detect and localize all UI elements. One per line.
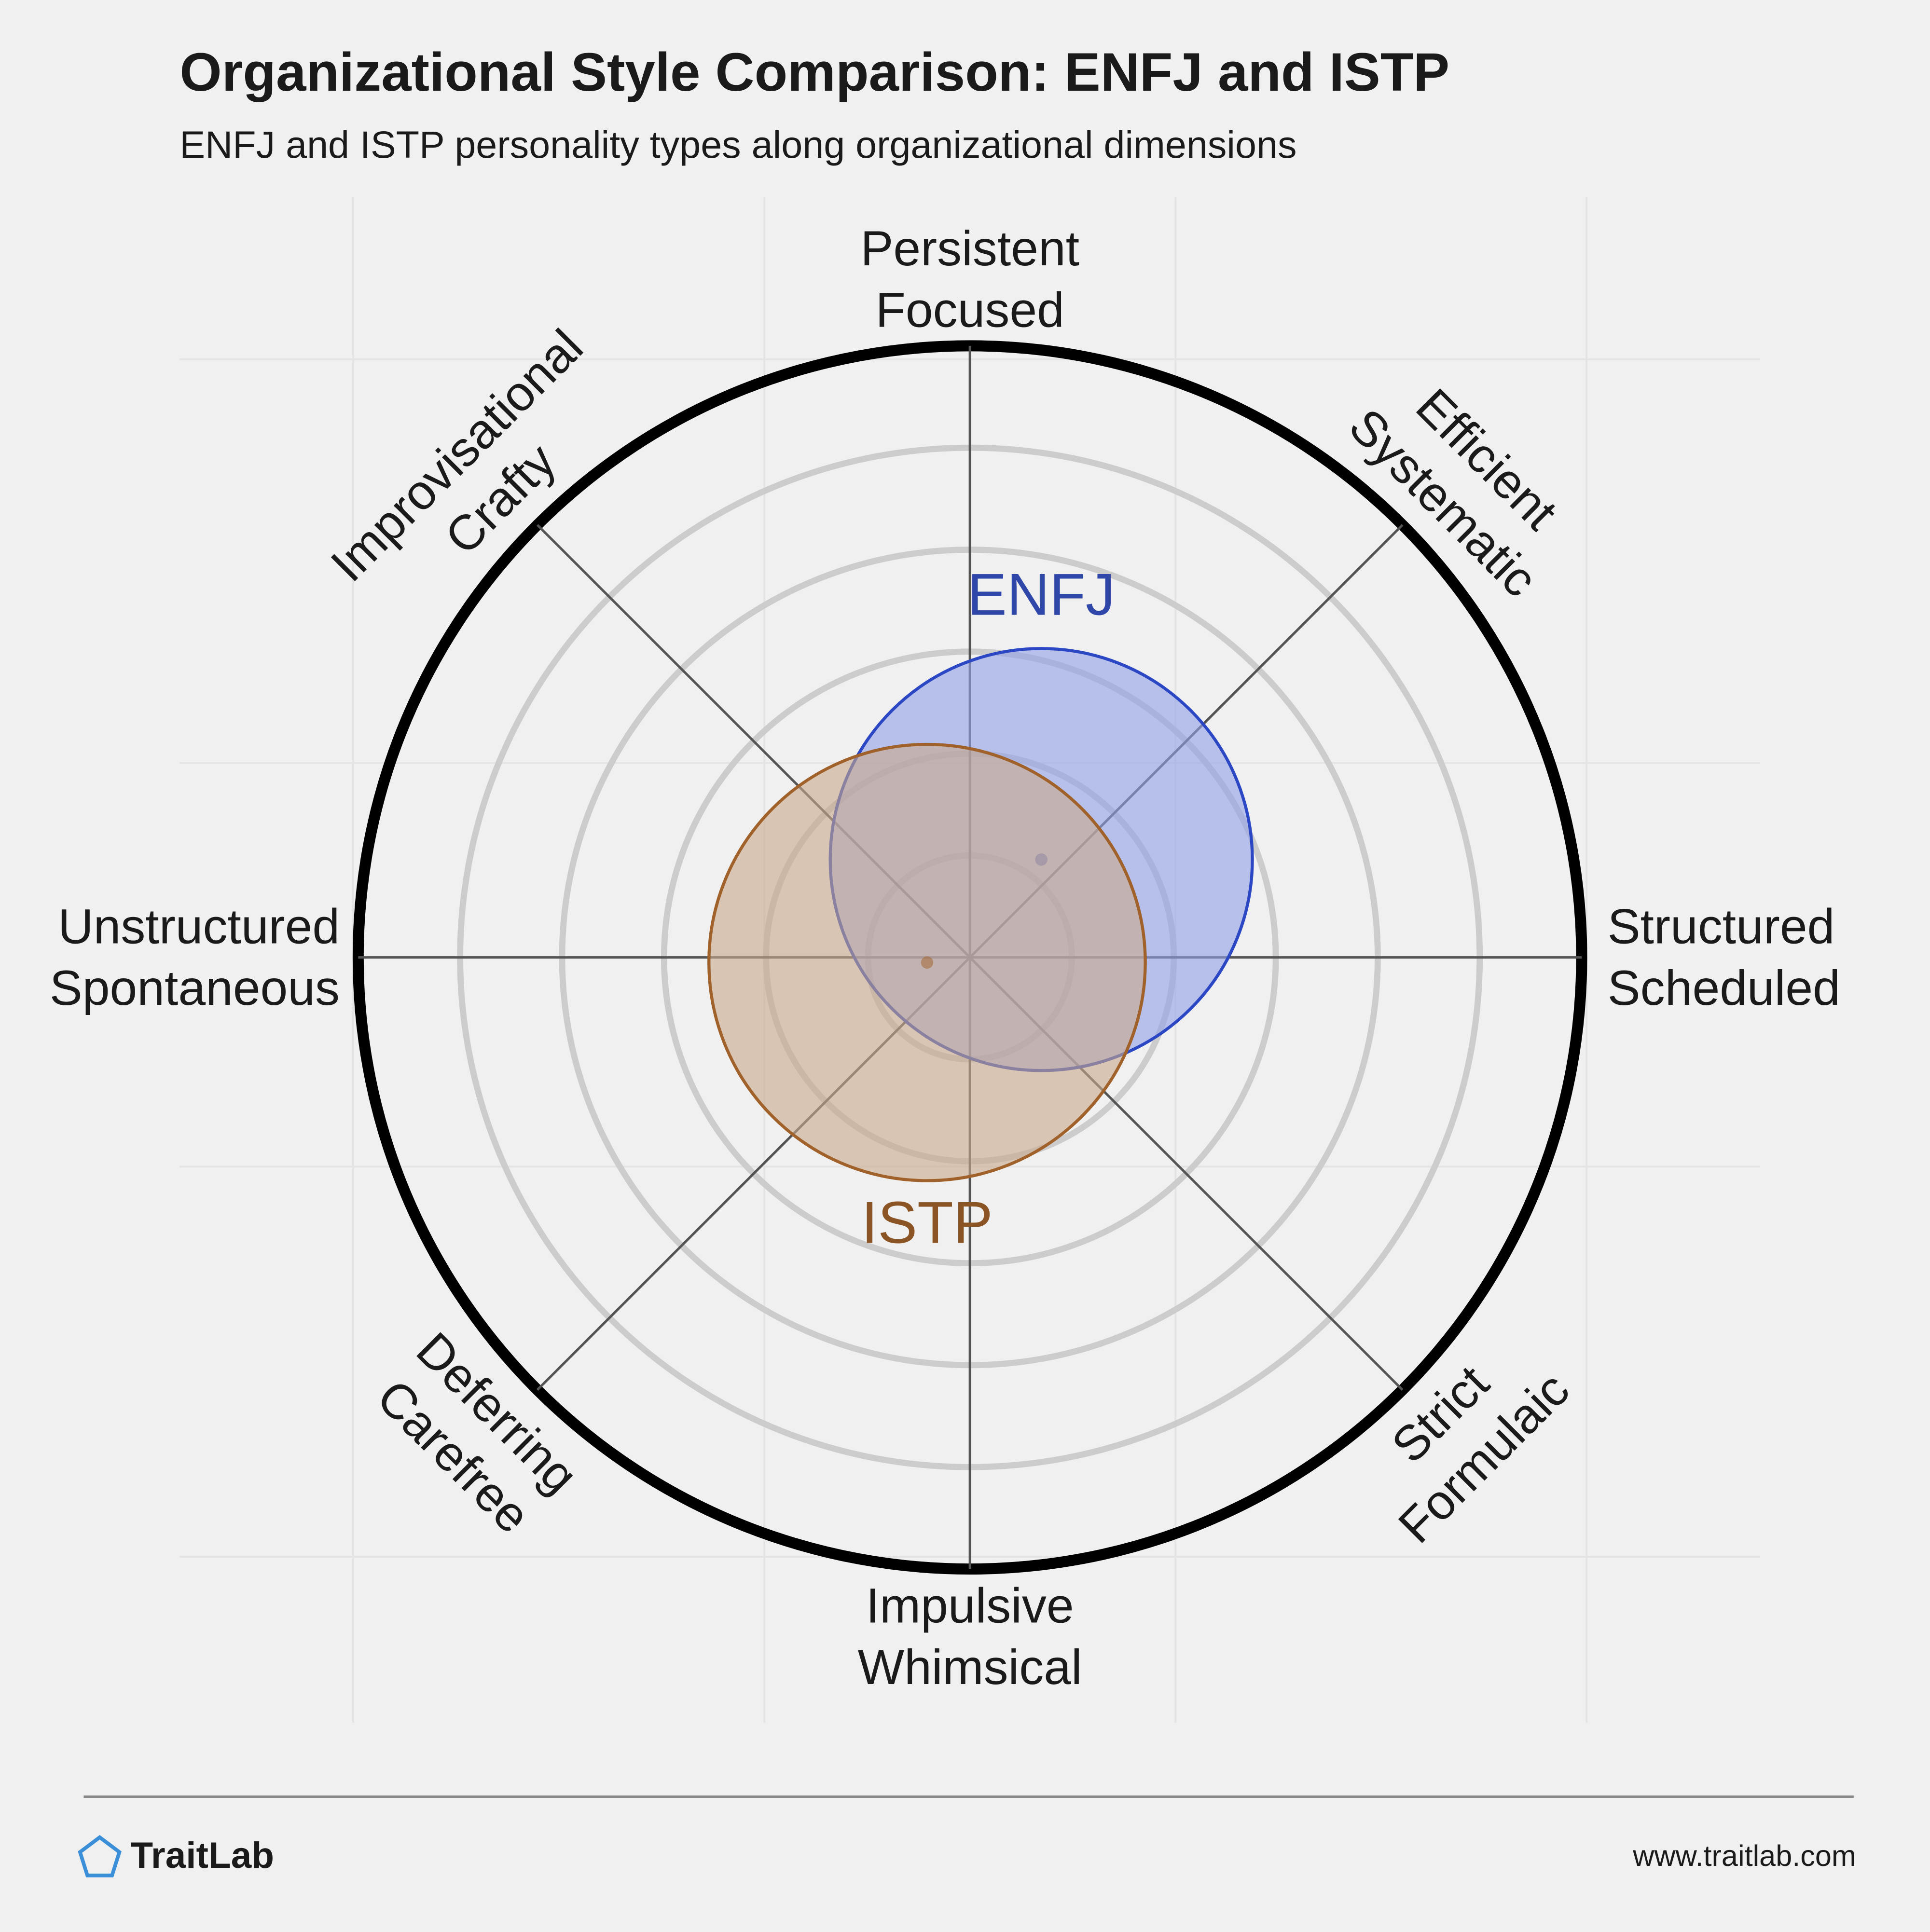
axis-label: Persistent Focused [860, 221, 1079, 338]
axis-label-line: Persistent [860, 221, 1079, 276]
axis-label-line: Scheduled [1608, 960, 1840, 1015]
axis-label: Impulsive Whimsical [858, 1578, 1082, 1695]
axis-label: Structured Scheduled [1608, 899, 1840, 1016]
axis-label-line: Structured [1608, 899, 1835, 954]
logo-icon [78, 1835, 122, 1877]
type-label: ISTP [861, 1190, 993, 1256]
type-label: ENFJ [967, 562, 1115, 628]
axis-label: Unstructured Spontaneous [50, 899, 340, 1016]
chart-title: Organizational Style Comparison: ENFJ an… [179, 41, 1449, 102]
axis-label-line: Focused [876, 282, 1064, 337]
axis-label-line: Unstructured [58, 899, 340, 954]
axis-label-line: Spontaneous [50, 960, 340, 1015]
axis-label-line: Impulsive [866, 1578, 1074, 1633]
url: www.traitlab.com [1632, 1839, 1856, 1872]
axis-label-line: Whimsical [858, 1640, 1082, 1695]
brand: TraitLab [130, 1835, 274, 1876]
type-center [921, 956, 934, 969]
chart-subtitle: ENFJ and ISTP personality types along or… [179, 123, 1296, 166]
